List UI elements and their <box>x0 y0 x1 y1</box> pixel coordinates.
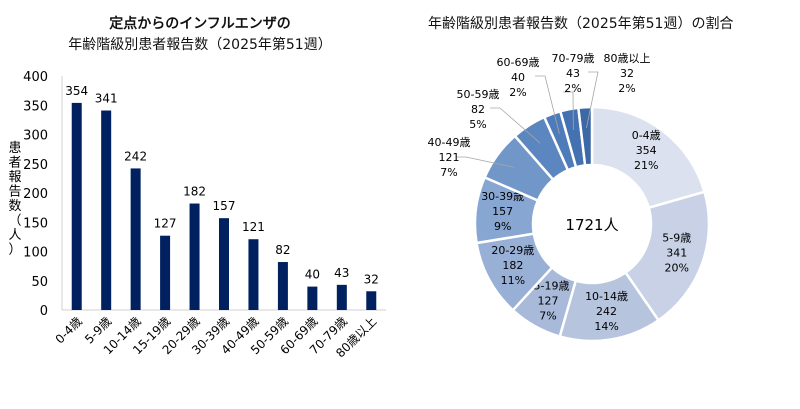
slice-value-label: 157 <box>492 205 513 218</box>
y-tick-label: 300 <box>23 129 48 144</box>
slice-value-label: 121 <box>439 151 460 164</box>
slice-category-label: 0-4歳 <box>632 129 661 142</box>
y-tick-label: 400 <box>23 70 48 85</box>
slice-category-label: 30-39歳 <box>481 190 524 203</box>
slice-category-label: 70-79歳 <box>552 52 595 65</box>
slice-value-label: 127 <box>537 294 558 307</box>
donut-slice <box>576 105 594 167</box>
slice-category-label: 20-29歳 <box>491 244 534 257</box>
bar <box>160 235 171 310</box>
slice-value-label: 82 <box>471 103 485 116</box>
bar <box>277 262 288 310</box>
bar-data-label: 82 <box>275 243 290 257</box>
slice-category-label: 5-9歳 <box>662 231 691 244</box>
bar <box>189 203 200 310</box>
bar-data-label: 157 <box>213 199 236 213</box>
slice-percent-label: 21% <box>634 159 658 172</box>
bar-data-label: 40 <box>305 268 320 282</box>
slice-value-label: 40 <box>511 71 525 84</box>
donut-slice <box>590 105 707 210</box>
bar-chart-title: 定点からのインフルエンザの 年齢階級別患者報告数（2025年第51週） <box>40 14 360 56</box>
slice-percent-label: 2% <box>618 82 635 95</box>
slice-category-label: 10-14歳 <box>585 290 628 303</box>
leader-line <box>586 71 599 129</box>
y-tick-label: 100 <box>23 246 48 261</box>
bar <box>307 286 318 310</box>
leader-line <box>563 91 574 130</box>
y-axis-label: 患者報告数（人） <box>8 141 21 258</box>
slice-category-label: 60-69歳 <box>497 56 540 69</box>
y-tick-label: 150 <box>23 216 48 231</box>
slice-value-label: 32 <box>620 67 634 80</box>
bar-data-label: 32 <box>364 272 379 286</box>
y-tick-label: 50 <box>31 275 48 290</box>
bar-data-label: 242 <box>124 149 147 163</box>
slice-category-label: 50-59歳 <box>457 88 500 101</box>
leader-line <box>490 107 541 144</box>
bar <box>130 168 141 310</box>
slice-category-label: 40-49歳 <box>428 136 471 149</box>
leader-line <box>456 156 515 168</box>
bar-data-label: 127 <box>154 217 177 231</box>
donut-slice <box>623 190 711 323</box>
slice-percent-label: 20% <box>664 261 688 274</box>
bar <box>336 284 347 310</box>
y-tick-label: 250 <box>23 158 48 173</box>
slice-percent-label: 5% <box>469 118 486 131</box>
bar-title-line1: 定点からのインフルエンザの <box>109 16 291 32</box>
bar <box>101 110 112 310</box>
slice-value-label: 43 <box>566 67 580 80</box>
bar <box>219 218 229 310</box>
slice-percent-label: 14% <box>594 320 618 333</box>
bar <box>248 239 259 310</box>
y-tick-label: 350 <box>23 99 48 114</box>
leader-line <box>535 75 560 134</box>
slice-value-label: 242 <box>596 305 617 318</box>
slice-percent-label: 11% <box>501 274 525 287</box>
y-tick-label: 200 <box>23 187 48 202</box>
slice-percent-label: 7% <box>539 309 556 322</box>
bar-title-line2: 年齢階級別患者報告数（2025年第51週） <box>68 37 332 53</box>
y-tick-label: 0 <box>40 304 48 319</box>
donut-center-total: 1721人 <box>565 216 618 234</box>
bar <box>71 102 82 310</box>
slice-percent-label: 2% <box>509 86 526 99</box>
bar-data-label: 121 <box>242 220 265 234</box>
slice-value-label: 354 <box>636 144 657 157</box>
slice-value-label: 182 <box>502 259 523 272</box>
bar-data-label: 43 <box>334 266 349 280</box>
bar <box>366 291 377 310</box>
slice-percent-label: 9% <box>494 220 511 233</box>
bar-data-label: 341 <box>95 92 118 106</box>
x-tick-label: 0-4歳 <box>53 314 85 346</box>
slice-percent-label: 2% <box>564 82 581 95</box>
pie-chart-title: 年齢階級別患者報告数（2025年第51週）の割合 <box>428 16 734 32</box>
bar-data-label: 182 <box>183 185 206 199</box>
slice-value-label: 341 <box>666 246 687 259</box>
bar-data-label: 354 <box>65 84 88 98</box>
slice-category-label: 80歳以上 <box>604 52 651 65</box>
slice-percent-label: 7% <box>440 166 457 179</box>
